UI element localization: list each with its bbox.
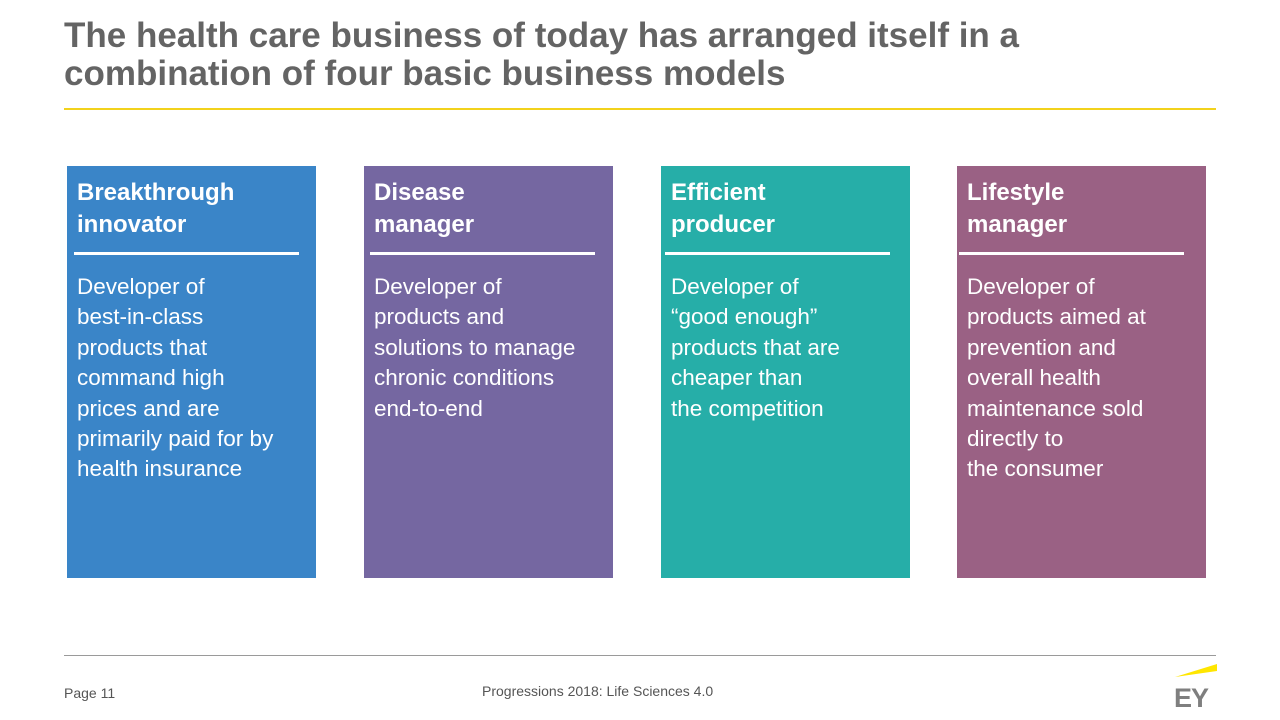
- card-breakthrough-innovator: Breakthrough innovator Developer of best…: [67, 166, 316, 578]
- card-lifestyle-manager: Lifestyle manager Developer of products …: [957, 166, 1206, 578]
- card-divider: [370, 252, 595, 255]
- logo-wordmark: EY: [1174, 683, 1209, 709]
- title-underline: [64, 108, 1216, 110]
- card-heading: Breakthrough innovator: [77, 179, 235, 238]
- card-description: Developer of “good enough” products that…: [671, 274, 840, 421]
- card-divider: [74, 252, 299, 255]
- card-divider: [665, 252, 890, 255]
- logo-accent-beam: [1175, 664, 1217, 677]
- card-efficient-producer: Efficient producer Developer of “good en…: [661, 166, 910, 578]
- card-heading: Disease manager: [374, 179, 475, 238]
- footer-divider: [64, 655, 1216, 656]
- page-number: Page 11: [64, 685, 116, 701]
- card-divider: [959, 252, 1184, 255]
- card-description: Developer of products aimed at preventio…: [967, 274, 1146, 482]
- card-heading: Lifestyle manager: [967, 179, 1068, 238]
- slide-title: The health care business of today has ar…: [64, 16, 1019, 93]
- card-description: Developer of best-in-class products that…: [77, 274, 274, 482]
- card-disease-manager: Disease manager Developer of products an…: [364, 166, 613, 578]
- card-description: Developer of products and solutions to m…: [374, 274, 576, 421]
- ey-logo: EY: [1174, 663, 1218, 709]
- footer-publication-title: Progressions 2018: Life Sciences 4.0: [482, 683, 714, 699]
- card-heading: Efficient producer: [671, 179, 776, 238]
